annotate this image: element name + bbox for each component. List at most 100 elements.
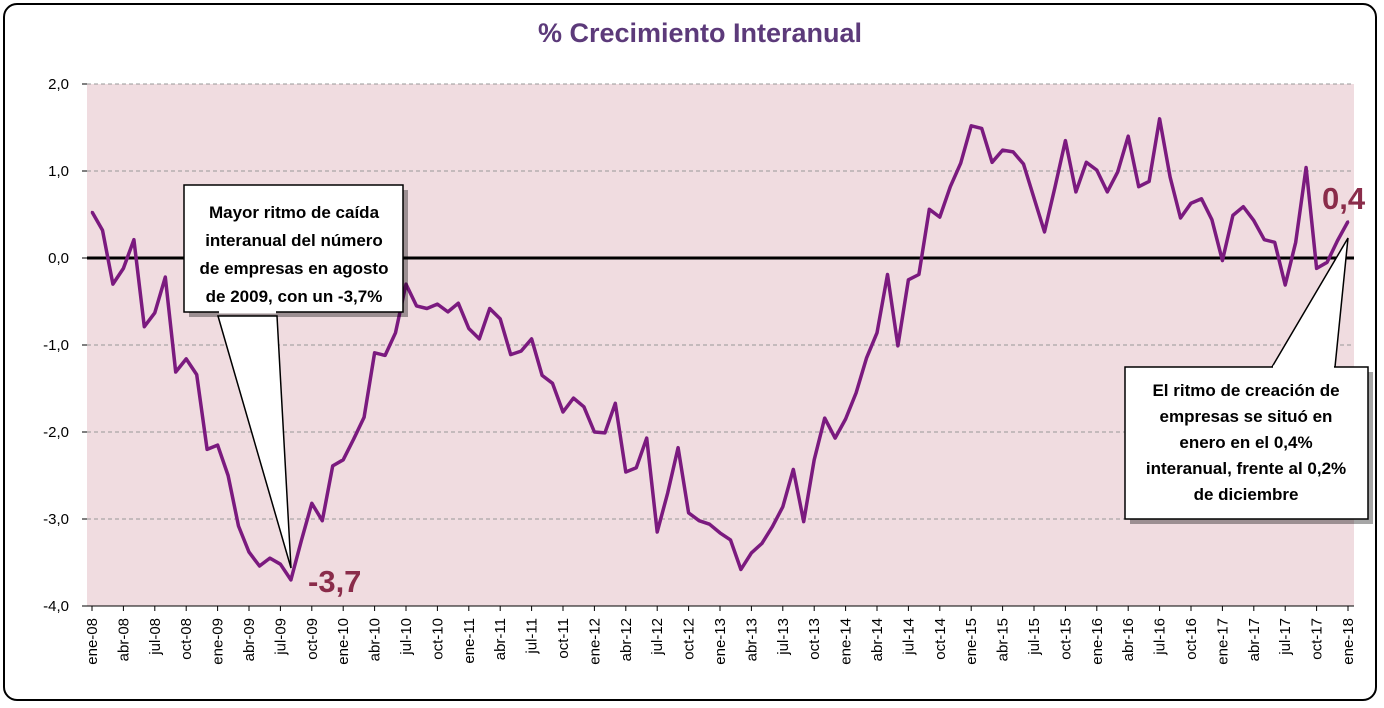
x-tick-label: oct-15 [1057, 618, 1074, 660]
data-point [540, 374, 544, 377]
x-tick-label: ene-13 [712, 618, 729, 665]
last-value-label: 0,4 [1322, 181, 1366, 216]
data-point [300, 539, 303, 542]
x-tick-label: ene-12 [586, 618, 603, 665]
x-tick-label: oct-13 [806, 618, 823, 660]
x-tick-label: abr-11 [492, 618, 509, 660]
data-point [237, 524, 240, 528]
data-point [185, 357, 188, 361]
data-point [886, 273, 889, 276]
data-point [718, 531, 722, 535]
y-tick-label: -3,0 [43, 511, 69, 528]
data-point [1137, 185, 1140, 188]
min-value-label: -3,7 [308, 564, 361, 599]
data-point [122, 267, 125, 270]
x-tick-label: oct-11 [555, 618, 572, 659]
data-point [90, 210, 94, 214]
data-point [1116, 170, 1119, 174]
data-point [1242, 205, 1245, 208]
data-point [1011, 150, 1015, 154]
data-point [362, 416, 366, 419]
x-tick-label: oct-16 [1183, 618, 1200, 660]
x-tick-label: ene-11 [461, 618, 478, 664]
data-point [865, 356, 868, 360]
data-point [938, 215, 941, 219]
data-point [896, 344, 900, 348]
data-point [499, 317, 502, 321]
data-point [1200, 197, 1203, 201]
callout-right-line-2: empresas se situó en [1160, 407, 1333, 426]
data-point [216, 443, 219, 447]
y-tick-label: -4,0 [43, 598, 69, 615]
data-point [949, 185, 952, 188]
data-point [980, 127, 983, 130]
data-point [1158, 117, 1161, 121]
data-point [457, 302, 460, 305]
data-point [394, 331, 397, 335]
data-point [1127, 135, 1130, 138]
data-point [1315, 267, 1318, 270]
y-tick-label: -1,0 [43, 337, 69, 354]
data-point [1064, 139, 1067, 142]
callout-left-line-3: de empresas en agosto [200, 259, 389, 278]
data-point [687, 511, 690, 515]
x-tick-label: ene-18 [1340, 618, 1357, 665]
x-tick-label: abr-15 [995, 618, 1012, 661]
data-point [1179, 216, 1182, 220]
x-tick-label: jul-14 [900, 618, 917, 656]
x-tick-label: abr-16 [1120, 618, 1137, 661]
data-point [917, 273, 921, 276]
data-point [436, 302, 439, 306]
data-point [1221, 259, 1224, 262]
data-point [111, 282, 115, 286]
data-point [708, 523, 711, 526]
data-point [561, 410, 565, 414]
data-point [279, 563, 282, 566]
data-point [195, 373, 198, 376]
data-point [1053, 186, 1057, 189]
data-point [739, 568, 743, 571]
data-point [101, 228, 104, 232]
x-tick-label: ene-09 [210, 618, 227, 665]
x-tick-label: ene-17 [1214, 618, 1231, 665]
data-point [1189, 201, 1193, 205]
x-tick-label: oct-14 [932, 618, 949, 660]
x-tick-label: oct-10 [429, 618, 446, 660]
data-point [1336, 239, 1339, 242]
data-point [875, 331, 879, 335]
data-point [174, 370, 177, 374]
data-point [205, 448, 209, 451]
callout-left-line-1: Mayor ritmo de caída [209, 203, 380, 222]
data-point [1106, 190, 1109, 194]
data-point [907, 278, 910, 281]
data-point [802, 520, 805, 523]
x-tick-label: ene-08 [84, 618, 101, 665]
data-point [959, 161, 962, 165]
data-point [331, 464, 334, 468]
x-tick-label: abr-10 [367, 618, 384, 661]
data-point [258, 564, 261, 568]
data-point [990, 161, 994, 164]
y-axis-ticks: 2,0 1,0 0,0 -1,0 -2,0 -3,0 -4,0 [43, 76, 87, 615]
data-point [1325, 261, 1329, 264]
x-tick-label: jul-15 [1026, 618, 1043, 656]
data-point [635, 466, 638, 469]
data-point [247, 550, 251, 554]
data-point [132, 238, 136, 241]
x-tick-label: jul-12 [649, 618, 666, 656]
data-point [970, 124, 973, 127]
data-point [404, 282, 408, 286]
callout-left-line-2: interanual del número [205, 231, 383, 250]
chart-title: % Crecimiento Interanual [538, 18, 862, 48]
data-point [1022, 162, 1025, 166]
data-point [666, 491, 669, 495]
data-point [771, 525, 774, 529]
data-point [1043, 230, 1046, 234]
x-tick-label: jul-09 [272, 618, 289, 656]
x-tick-label: oct-09 [304, 618, 321, 660]
data-point [164, 275, 167, 279]
x-tick-label: jul-13 [775, 618, 792, 656]
x-tick-label: abr-13 [743, 618, 760, 661]
data-point [488, 307, 491, 310]
x-tick-label: ene-14 [838, 618, 855, 665]
